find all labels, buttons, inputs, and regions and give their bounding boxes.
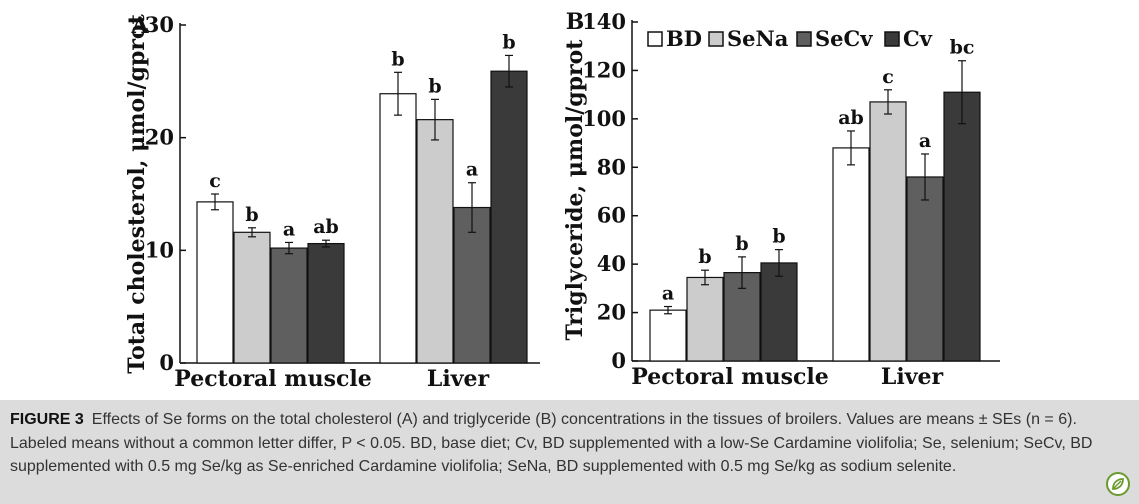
panel-b-y-axis-label: Triglyceride, μmol/gprot — [562, 39, 588, 341]
legend-label-bd: BD — [666, 26, 702, 51]
panel-b-significance-label: bc — [950, 37, 975, 59]
legend-label-sena: SeNa — [727, 26, 789, 51]
panel-b-significance-label: b — [735, 233, 748, 255]
panel-a-significance-label: b — [245, 204, 258, 226]
legend-label-cv: Cv — [903, 26, 933, 51]
panel-a-significance-label: b — [391, 48, 404, 70]
panel-b-bar-sena — [869, 101, 907, 362]
panel-a-significance-label: ab — [313, 216, 339, 238]
panel-b-bar-cv — [760, 262, 798, 362]
panel-b-y-tick-label: 120 — [582, 57, 626, 82]
panel-a-y-tick-label: 0 — [159, 350, 174, 375]
panel-b-significance-label: a — [919, 130, 931, 152]
panel-b-significance-label: ab — [838, 107, 864, 129]
panel-a-bar-bd — [379, 93, 417, 364]
panel-a-bar-sena — [233, 231, 271, 364]
legend-swatch-bd — [647, 31, 663, 47]
panel-a-significance-label: b — [428, 75, 441, 97]
panel-b-y-tick-label: 140 — [582, 9, 626, 34]
figure-label: FIGURE 3 — [10, 411, 84, 428]
panel-a-y-tick-label: 20 — [145, 125, 174, 150]
panel-a-y-axis-label: Total cholesterol, μmol/gprot — [124, 13, 150, 373]
figure-caption: FIGURE 3 Effects of Se forms on the total… — [10, 408, 1122, 479]
panel-b-category-label: Liver — [881, 364, 944, 390]
legend-swatch-sena — [708, 31, 724, 47]
panel-b-bar-bd — [649, 309, 687, 362]
panel-b-y-tick-label: 40 — [597, 251, 626, 276]
panel-b-y-tick-label: 0 — [611, 348, 626, 373]
panel-a-significance-label: a — [283, 218, 295, 240]
panel-b-bar-secv — [906, 176, 944, 362]
panel-b-bar-cv — [943, 91, 981, 362]
panel-b-category-label: Pectoral muscle — [631, 364, 828, 390]
panel-b-significance-label: a — [662, 283, 674, 305]
leaf-badge-icon — [1106, 472, 1130, 496]
panel-a-bar-secv — [453, 206, 491, 364]
caption-background — [0, 400, 1139, 504]
panel-a-bar-secv — [270, 247, 308, 364]
panel-b-y-tick-label: 60 — [597, 203, 626, 228]
panel-a-category-label: Pectoral muscle — [174, 366, 371, 392]
panel-a-y-tick-label: 10 — [145, 237, 174, 262]
panel-a-significance-label: a — [466, 159, 478, 181]
panel-b-bar-sena — [686, 276, 724, 362]
panel-b-y-tick-label: 100 — [582, 106, 626, 131]
legend-swatch-secv — [796, 31, 812, 47]
panel-a-letter: A — [130, 13, 149, 39]
panel-b-significance-label: b — [772, 226, 785, 248]
panel-a-bar-cv — [490, 70, 528, 364]
panel-b-letter: B — [566, 9, 585, 35]
panel-a-bar-bd — [196, 201, 234, 364]
panel-a-significance-label: c — [209, 170, 221, 192]
legend-swatch-cv — [884, 31, 900, 47]
panel-b-y-tick-label: 80 — [597, 154, 626, 179]
panel-a-category-label: Liver — [427, 366, 490, 392]
panel-a-bar-cv — [307, 242, 345, 364]
caption-text: Effects of Se forms on the total cholest… — [10, 411, 1093, 475]
panel-a-significance-label: b — [502, 31, 515, 53]
panel-a-y-tick-label: 30 — [145, 12, 174, 37]
panel-b-y-tick-label: 20 — [597, 300, 626, 325]
panel-a-bar-sena — [416, 119, 454, 364]
panel-b-significance-label: c — [882, 66, 894, 88]
panel-b-significance-label: b — [698, 246, 711, 268]
panel-b-bar-bd — [832, 147, 870, 362]
legend-label-secv: SeCv — [815, 26, 873, 51]
